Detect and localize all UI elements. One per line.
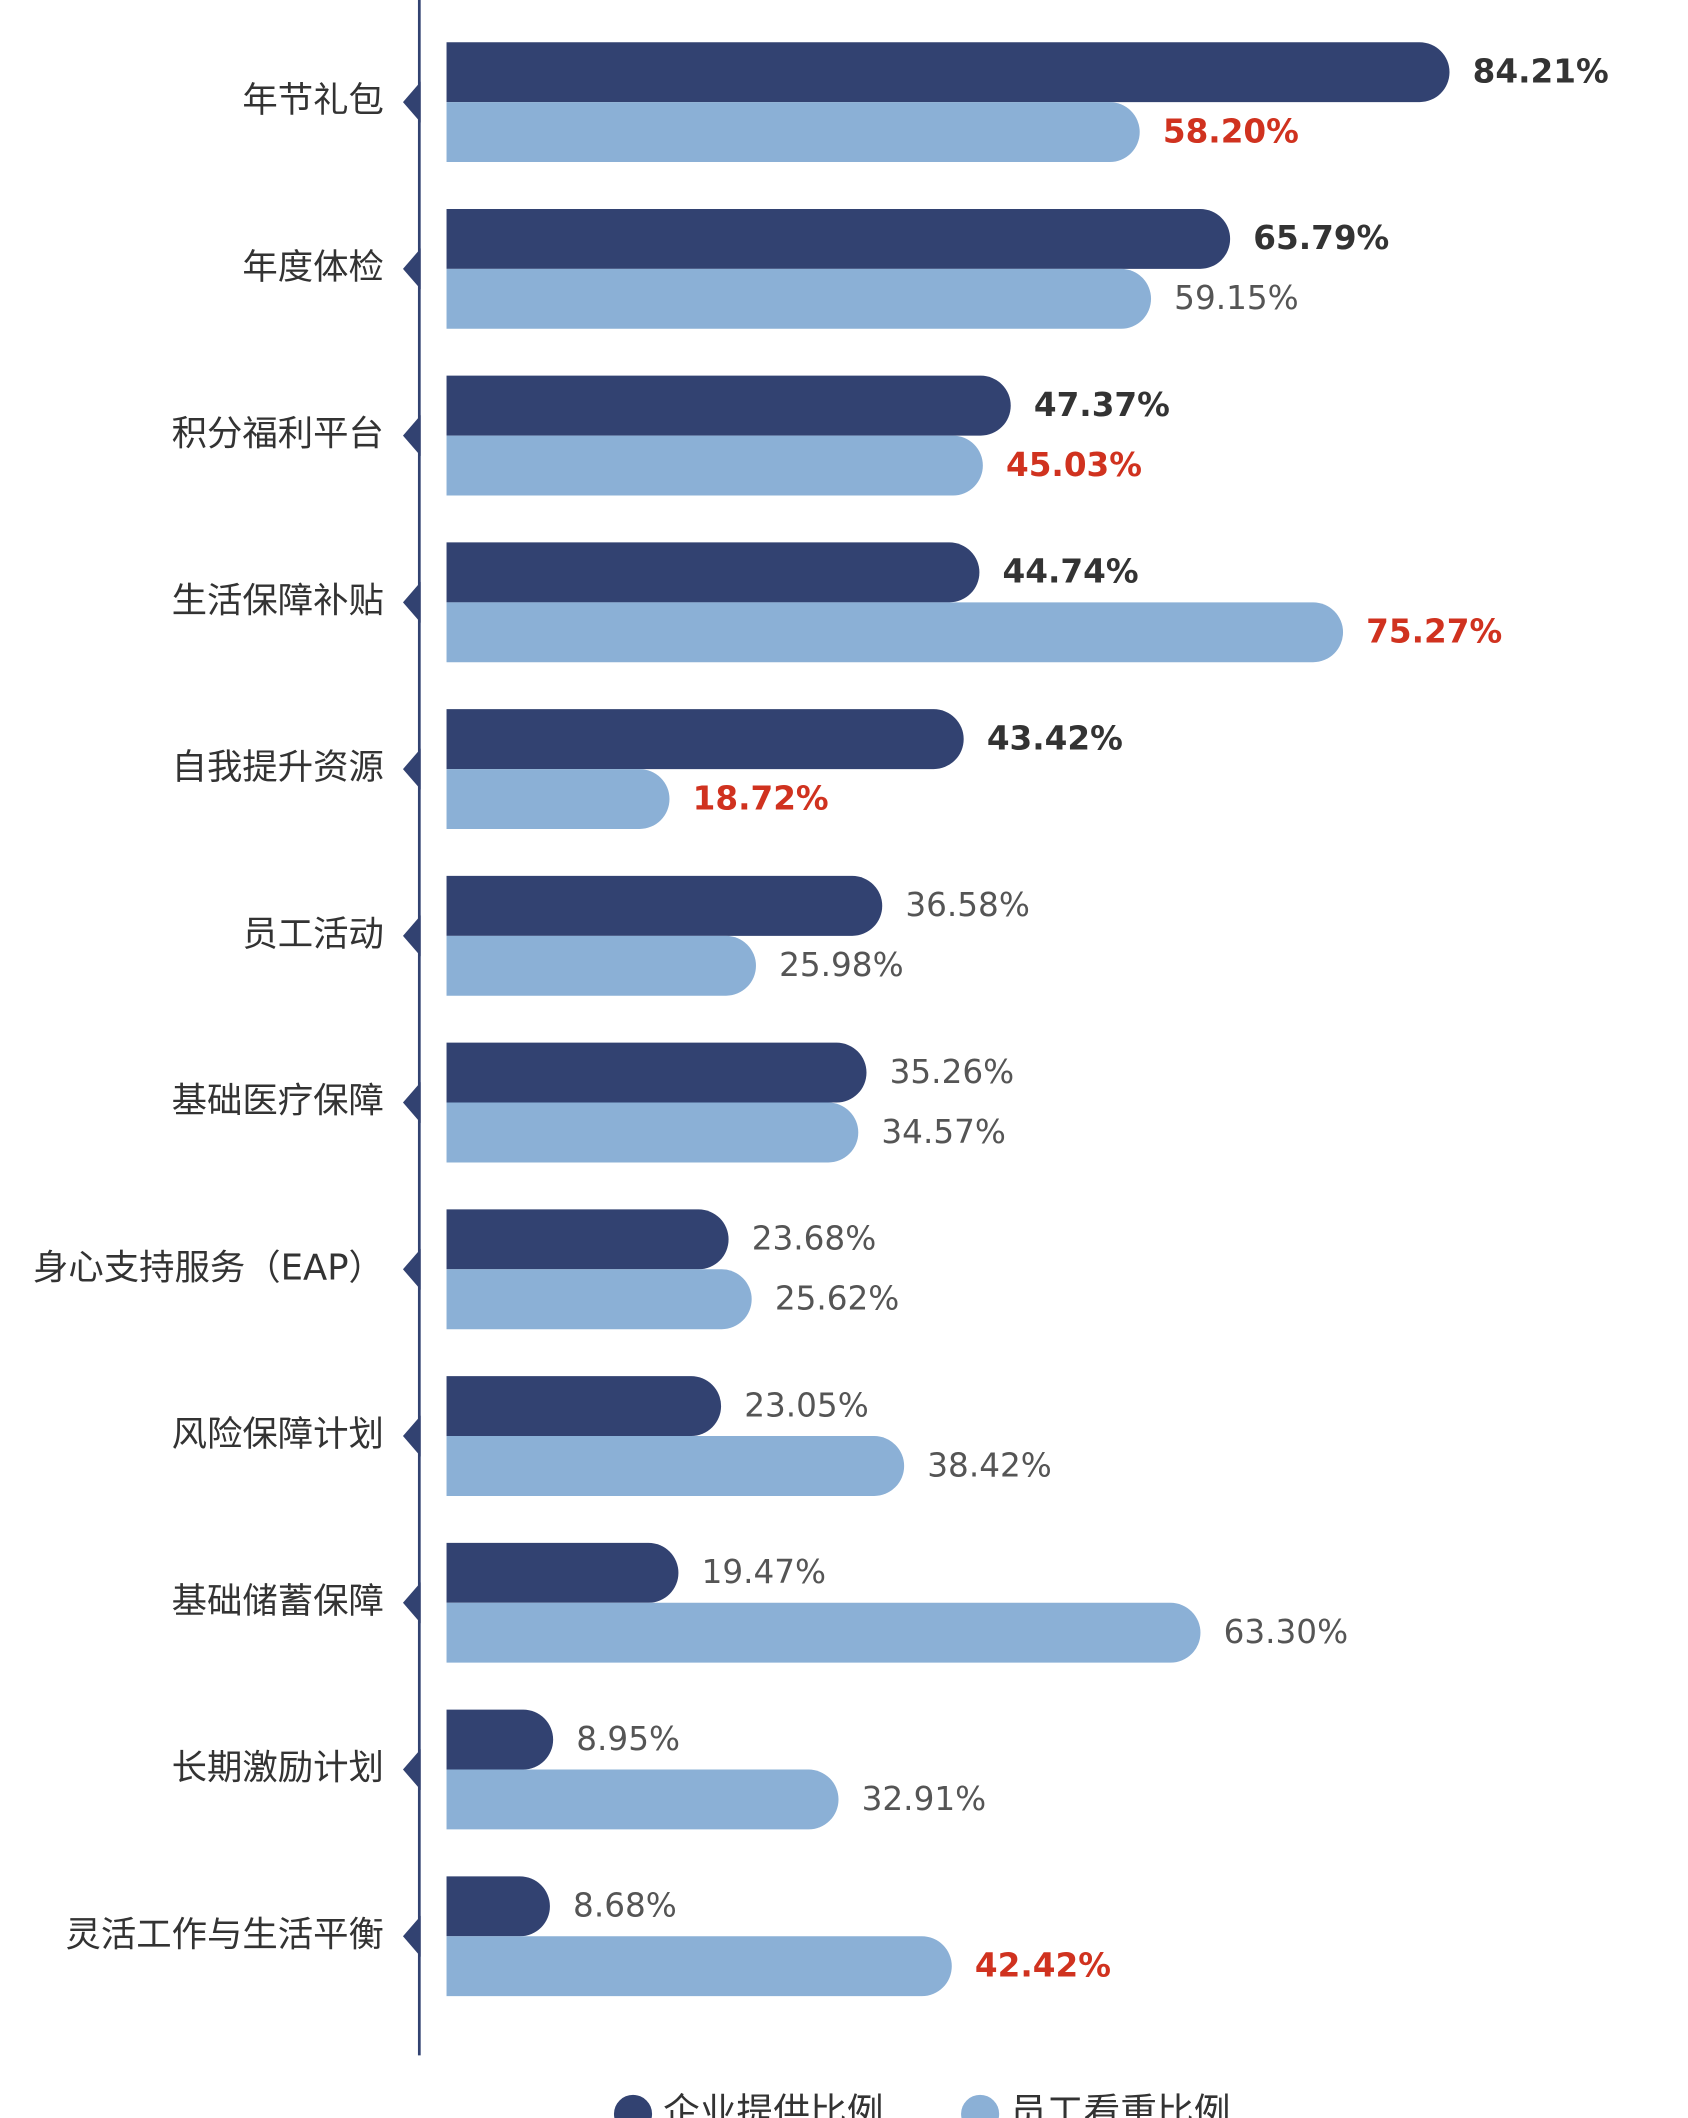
axis-notch <box>402 1915 421 1957</box>
bar <box>446 1876 550 1937</box>
value-label: 25.98% <box>779 946 904 984</box>
value-label: 18.72% <box>693 779 829 817</box>
value-label: 59.15% <box>1174 279 1299 317</box>
legend-swatch <box>961 2094 1000 2118</box>
bar <box>446 1269 752 1330</box>
bar <box>446 1209 729 1270</box>
value-label: 34.57% <box>881 1113 1006 1151</box>
axis-notch <box>402 1415 421 1457</box>
bar <box>446 1542 679 1603</box>
category-label: 年度体检 <box>242 247 384 288</box>
value-label: 44.74% <box>1003 553 1139 591</box>
category-label: 员工活动 <box>242 914 384 955</box>
value-label: 47.37% <box>1034 386 1170 424</box>
axis-notch <box>402 415 421 456</box>
value-label: 42.42% <box>975 1947 1111 1985</box>
bar <box>446 1602 1201 1663</box>
legend-label: 企业提供比例 <box>663 2090 884 2118</box>
bar <box>446 375 1011 436</box>
category-label: 风险保障计划 <box>172 1414 384 1455</box>
value-label: 32.91% <box>862 1780 987 1818</box>
bar <box>446 208 1231 269</box>
bar <box>446 875 883 936</box>
bar <box>446 935 756 996</box>
axis-notch <box>402 1582 421 1624</box>
bar <box>446 1769 839 1830</box>
value-label: 63.30% <box>1224 1613 1349 1651</box>
category-label: 灵活工作与生活平衡 <box>66 1914 384 1955</box>
bar <box>446 1376 722 1437</box>
axis-notch <box>402 1749 421 1790</box>
value-label: 43.42% <box>987 719 1123 757</box>
value-label: 35.26% <box>890 1053 1015 1091</box>
value-label: 19.47% <box>702 1553 827 1591</box>
category-label: 自我提升资源 <box>172 747 384 788</box>
value-label: 65.79% <box>1253 219 1389 257</box>
category-label: 身心支持服务（EAP） <box>33 1247 384 1288</box>
value-label: 8.95% <box>576 1720 680 1758</box>
axis-notch <box>402 1082 421 1123</box>
bar <box>446 1102 859 1163</box>
axis-notch <box>402 748 421 790</box>
bar <box>446 542 980 603</box>
bar <box>446 709 964 770</box>
bar <box>446 1936 952 1997</box>
value-label: 38.42% <box>927 1446 1052 1484</box>
bar <box>446 1042 867 1103</box>
axis-notch <box>402 581 421 623</box>
category-label: 年节礼包 <box>242 80 384 121</box>
bar <box>446 602 1344 663</box>
value-label: 23.05% <box>744 1386 869 1424</box>
value-label: 23.68% <box>752 1220 877 1258</box>
bar <box>446 42 1450 103</box>
bar <box>446 769 670 829</box>
bar <box>446 435 983 496</box>
axis-notch <box>402 81 421 123</box>
value-label: 84.21% <box>1473 53 1609 91</box>
axis-notch <box>402 248 421 290</box>
category-label: 生活保障补贴 <box>172 580 384 621</box>
category-label: 基础储蓄保障 <box>172 1581 384 1622</box>
axis-notch <box>402 1248 421 1290</box>
axis-notch <box>402 915 421 957</box>
legend-label: 员工看重比例 <box>1010 2090 1231 2118</box>
value-label: 45.03% <box>1006 446 1142 484</box>
category-label: 积分福利平台 <box>172 414 384 455</box>
bar <box>446 1709 554 1770</box>
category-label: 基础医疗保障 <box>172 1081 384 1122</box>
value-label: 25.62% <box>775 1280 900 1318</box>
legend-swatch <box>613 2094 653 2118</box>
bar <box>446 102 1140 162</box>
bar <box>446 268 1152 329</box>
category-label: 长期激励计划 <box>172 1748 384 1789</box>
value-label: 75.27% <box>1366 613 1502 651</box>
value-label: 58.20% <box>1163 112 1299 150</box>
bar <box>446 1436 905 1496</box>
value-label: 8.68% <box>573 1887 677 1925</box>
value-label: 36.58% <box>905 886 1030 924</box>
